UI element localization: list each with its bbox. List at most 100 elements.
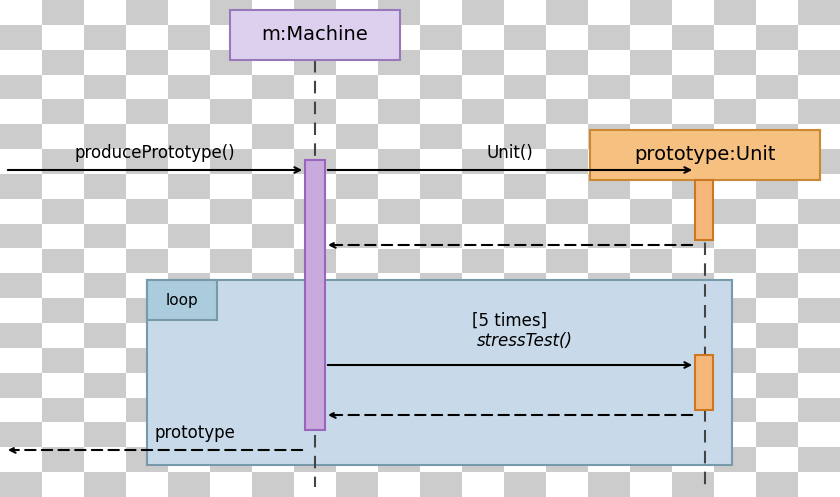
Bar	[420, 99, 462, 124]
Bar	[630, 25, 672, 50]
Bar	[168, 248, 210, 273]
Bar	[462, 447, 504, 472]
Bar	[504, 323, 546, 348]
Bar	[42, 298, 84, 323]
Bar	[546, 124, 588, 149]
Bar	[210, 472, 252, 497]
Bar	[420, 323, 462, 348]
Bar	[630, 224, 672, 248]
Bar	[420, 348, 462, 373]
Bar	[672, 398, 714, 422]
Bar	[630, 174, 672, 199]
Bar	[714, 398, 756, 422]
Bar	[294, 298, 336, 323]
Bar	[798, 323, 840, 348]
Bar	[504, 199, 546, 224]
Bar	[756, 174, 798, 199]
Bar	[252, 398, 294, 422]
Bar	[168, 398, 210, 422]
Bar	[798, 25, 840, 50]
Bar	[420, 0, 462, 25]
Bar	[168, 323, 210, 348]
Bar	[252, 298, 294, 323]
Bar	[420, 199, 462, 224]
Bar	[168, 50, 210, 75]
Bar	[168, 25, 210, 50]
Bar	[462, 398, 504, 422]
Bar	[210, 398, 252, 422]
Bar	[462, 149, 504, 174]
Bar	[588, 348, 630, 373]
Bar	[210, 75, 252, 99]
Bar	[84, 149, 126, 174]
Bar	[378, 124, 420, 149]
Bar	[42, 0, 84, 25]
Bar	[504, 298, 546, 323]
Bar	[294, 149, 336, 174]
Bar	[147, 280, 217, 320]
Bar	[420, 75, 462, 99]
Bar	[714, 0, 756, 25]
Bar	[147, 280, 732, 465]
Bar	[798, 174, 840, 199]
Bar	[378, 75, 420, 99]
Bar	[294, 224, 336, 248]
Bar	[504, 75, 546, 99]
Bar	[420, 25, 462, 50]
Bar	[504, 149, 546, 174]
Bar	[336, 373, 378, 398]
Bar	[378, 273, 420, 298]
Bar	[462, 199, 504, 224]
Bar	[378, 50, 420, 75]
Bar	[252, 472, 294, 497]
Bar	[126, 149, 168, 174]
Bar	[695, 355, 713, 410]
Bar	[672, 422, 714, 447]
Bar	[630, 373, 672, 398]
Bar	[462, 298, 504, 323]
Bar	[588, 199, 630, 224]
Bar	[672, 124, 714, 149]
Bar	[126, 447, 168, 472]
Bar	[546, 273, 588, 298]
Bar	[630, 149, 672, 174]
Bar	[336, 422, 378, 447]
Bar	[588, 0, 630, 25]
Bar	[672, 50, 714, 75]
Bar	[294, 323, 336, 348]
Bar	[126, 323, 168, 348]
Bar	[590, 130, 820, 180]
Bar	[756, 0, 798, 25]
Bar	[798, 422, 840, 447]
Bar	[462, 248, 504, 273]
Bar	[714, 298, 756, 323]
Bar	[294, 199, 336, 224]
Bar	[168, 199, 210, 224]
Bar	[672, 99, 714, 124]
Bar	[210, 273, 252, 298]
Bar	[588, 323, 630, 348]
Bar	[756, 248, 798, 273]
Bar	[462, 472, 504, 497]
Bar	[126, 398, 168, 422]
Bar	[714, 447, 756, 472]
Bar	[588, 422, 630, 447]
Bar	[798, 248, 840, 273]
Bar	[0, 398, 42, 422]
Bar	[210, 373, 252, 398]
Bar	[420, 373, 462, 398]
Bar	[695, 180, 713, 240]
Bar	[0, 348, 42, 373]
Bar	[672, 149, 714, 174]
Bar	[630, 398, 672, 422]
Bar	[252, 199, 294, 224]
Bar	[378, 348, 420, 373]
Bar	[504, 50, 546, 75]
Bar	[378, 472, 420, 497]
Bar	[504, 99, 546, 124]
Bar	[0, 422, 42, 447]
Bar	[630, 273, 672, 298]
Bar	[798, 0, 840, 25]
Bar	[420, 174, 462, 199]
Bar	[210, 124, 252, 149]
